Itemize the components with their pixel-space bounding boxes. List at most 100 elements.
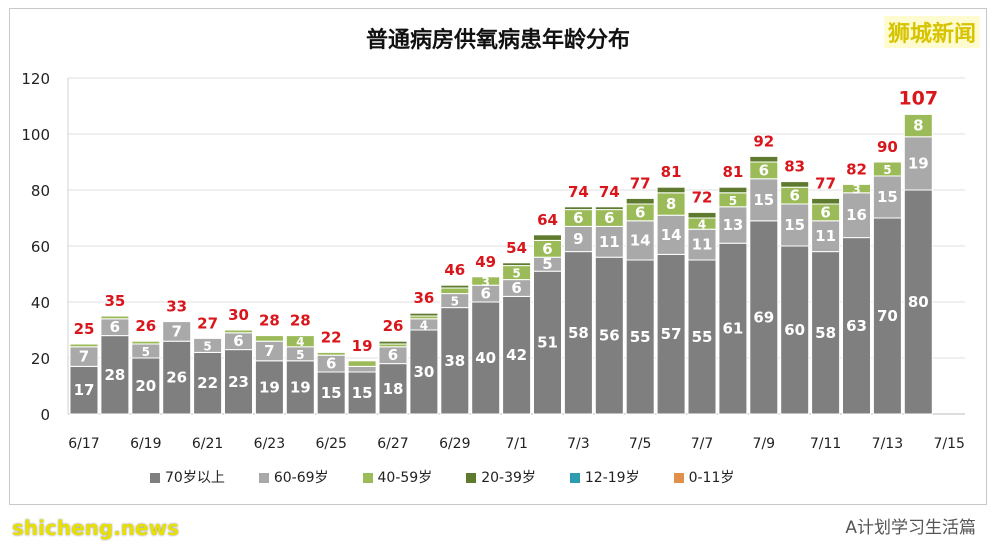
bar-segment — [254, 360, 284, 415]
segment-label: 57 — [661, 325, 682, 343]
total-label: 35 — [104, 292, 125, 310]
legend-swatch — [466, 473, 477, 483]
bar-segment — [131, 340, 161, 345]
legend-item: 0-11岁 — [673, 470, 734, 487]
bar-segment — [780, 181, 810, 188]
bar-segment — [409, 312, 439, 317]
bar-segment — [162, 321, 192, 342]
segment-label: 5 — [203, 339, 211, 353]
segment-label: 11 — [815, 227, 836, 245]
watermark: shicheng.news — [12, 516, 179, 540]
segment-label: 58 — [568, 324, 589, 342]
segment-label: 4 — [420, 318, 428, 332]
bar-segment — [749, 220, 779, 415]
legend-swatch — [258, 473, 269, 483]
bar-segment — [780, 203, 810, 247]
x-tick-label: 7/13 — [872, 436, 903, 452]
chart-frame — [9, 8, 987, 505]
logo: 狮城新闻 — [883, 16, 980, 48]
total-label: 19 — [352, 337, 373, 355]
bar-segment — [811, 220, 841, 253]
bar-segment — [378, 363, 408, 415]
bar-segment — [842, 192, 871, 239]
x-tick-label: 7/15 — [933, 436, 964, 452]
segment-label: 5 — [451, 295, 459, 309]
bar-segment — [502, 262, 532, 267]
x-tick-label: 7/5 — [629, 436, 652, 452]
segment-label: 56 — [599, 327, 620, 345]
bar-segment — [533, 270, 562, 415]
bar-segment — [842, 237, 871, 415]
segment-label: 3 — [482, 275, 490, 289]
legend-item: 20-39岁 — [466, 470, 536, 487]
legend-swatch — [673, 473, 684, 483]
total-label: 81 — [661, 163, 682, 181]
bar-segment — [656, 214, 686, 255]
legend-label: 60-69岁 — [273, 470, 329, 486]
bar-segment — [254, 335, 284, 342]
segment-label: 4 — [698, 218, 706, 232]
x-tick-label: 6/17 — [68, 436, 99, 452]
total-label: 83 — [784, 158, 805, 176]
bar-segment — [842, 183, 871, 194]
bar-segment — [563, 251, 593, 415]
x-tick-label: 6/19 — [130, 436, 161, 452]
segment-label: 6 — [789, 187, 799, 205]
segment-label: 63 — [846, 317, 867, 335]
total-label: 33 — [166, 298, 187, 316]
segment-label: 15 — [352, 384, 373, 402]
segment-label: 4 — [296, 335, 304, 349]
segment-label: 6 — [110, 318, 120, 336]
x-tick-label: 7/9 — [753, 436, 776, 452]
total-label: 27 — [197, 314, 218, 332]
total-label: 26 — [383, 317, 404, 335]
x-tick-label: 6/25 — [315, 436, 346, 452]
segment-label: 15 — [753, 191, 774, 209]
total-label: 77 — [630, 174, 651, 192]
total-label: 28 — [259, 312, 280, 330]
bar-segment — [687, 211, 717, 219]
segment-label: 14 — [661, 226, 682, 244]
total-label: 28 — [290, 312, 311, 330]
x-tick-label: 7/1 — [505, 436, 528, 452]
segment-label: 70 — [877, 307, 898, 325]
legend-swatch — [362, 473, 373, 483]
segment-label: 11 — [599, 233, 620, 251]
x-tick-label: 6/27 — [377, 436, 408, 452]
segment-label: 30 — [413, 363, 434, 381]
bar-segment — [718, 206, 748, 244]
total-label: 107 — [898, 87, 938, 109]
y-tick-label: 80 — [31, 182, 50, 200]
segment-label: 55 — [630, 328, 651, 346]
total-label: 36 — [413, 289, 434, 307]
bar-segment — [749, 155, 779, 163]
bar-segment — [872, 175, 902, 219]
bar-segment — [409, 329, 439, 415]
bar-segment — [471, 276, 501, 286]
segment-label: 6 — [573, 209, 583, 227]
bar-segment — [533, 234, 562, 241]
segment-label: 5 — [296, 348, 304, 362]
x-tick-label: 6/21 — [192, 436, 223, 452]
segment-label: 18 — [383, 380, 404, 398]
segment-label: 6 — [388, 346, 398, 364]
legend-swatch — [150, 473, 160, 483]
total-label: 77 — [815, 174, 836, 192]
segment-label: 38 — [444, 352, 465, 370]
segment-label: 15 — [784, 216, 805, 234]
y-tick-label: 60 — [31, 238, 50, 256]
segment-label: 19 — [290, 378, 311, 396]
bar-segment — [625, 259, 655, 415]
segment-label: 5 — [542, 255, 552, 273]
total-label: 46 — [444, 261, 465, 279]
legend-label: 70岁以上 — [165, 470, 225, 486]
bar-segment — [872, 217, 902, 415]
segment-label: 7 — [264, 342, 274, 360]
bar-segment — [347, 360, 377, 367]
total-label: 90 — [877, 138, 898, 156]
chart-title: 普通病房供氧病患年龄分布 — [365, 28, 630, 53]
segment-label: 15 — [321, 384, 342, 402]
segment-label: 5 — [512, 267, 520, 281]
segment-label: 60 — [784, 321, 805, 339]
